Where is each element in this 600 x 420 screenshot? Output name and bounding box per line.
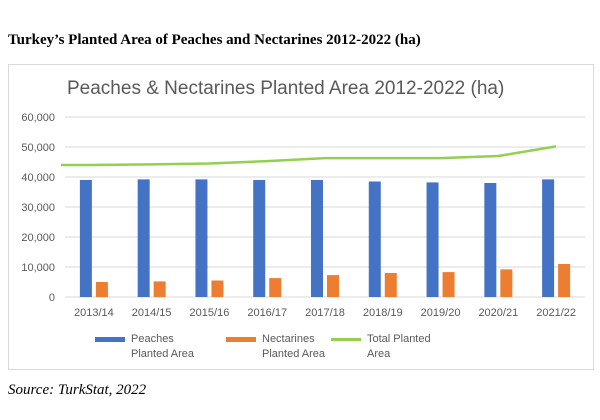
legend-label-total: Total Planted Area xyxy=(367,333,431,360)
x-tick-label: 2019/20 xyxy=(421,307,461,319)
series-line-total xyxy=(61,145,557,167)
x-tick-label: 2014/15 xyxy=(132,307,172,319)
x-tick-label: 2017/18 xyxy=(305,307,345,319)
x-tick-label: 2016/17 xyxy=(247,307,287,319)
chart-title: Peaches & Nectarines Planted Area 2012-2… xyxy=(67,78,505,99)
x-tick-label: 2021/22 xyxy=(536,307,576,319)
source-note: Source: TurkStat, 2022 xyxy=(8,382,147,398)
bar-nectarines xyxy=(95,282,108,297)
chart-plot: 0 10,000 20,000 30,000 40,000 50,000 60,000 201… xyxy=(21,112,585,319)
bar-peaches xyxy=(368,181,381,297)
bar-nectarines xyxy=(442,272,455,297)
y-tick-label: 40,000 xyxy=(21,172,55,184)
bar-peaches xyxy=(426,182,439,297)
bar-peaches xyxy=(253,180,266,297)
bar-nectarines xyxy=(500,269,513,297)
bar-peaches xyxy=(195,179,208,297)
x-tick-label: 2015/16 xyxy=(190,307,230,319)
bar-peaches xyxy=(137,179,150,297)
bar-nectarines xyxy=(384,273,397,297)
bar-peaches xyxy=(484,183,497,297)
y-tick-label: 30,000 xyxy=(21,202,55,214)
x-tick-label: 2020/21 xyxy=(478,307,518,319)
chart-container: Peaches & Nectarines Planted Area 2012-2… xyxy=(8,64,594,370)
document-title: Turkey’s Planted Area of Peaches and Nec… xyxy=(8,32,421,48)
legend-label-peaches: Peaches Planted Area xyxy=(131,333,194,360)
bar-peaches xyxy=(79,180,92,297)
y-tick-label: 20,000 xyxy=(21,232,55,244)
y-tick-label: 10,000 xyxy=(21,262,55,274)
legend-swatch-total xyxy=(331,338,361,341)
bar-nectarines xyxy=(211,280,224,297)
bar-nectarines xyxy=(153,281,166,297)
y-tick-label: 50,000 xyxy=(21,142,55,154)
x-tick-label: 2013/14 xyxy=(74,307,114,319)
y-tick-label: 0 xyxy=(49,292,55,304)
bar-nectarines xyxy=(327,275,339,297)
legend-swatch-nectarines xyxy=(226,337,256,342)
bar-nectarines xyxy=(269,278,282,297)
bar-peaches xyxy=(542,179,555,297)
legend-label-nectarines: Nectarines Planted Area xyxy=(262,333,325,360)
legend-swatch-peaches xyxy=(95,337,125,342)
x-tick-label: 2018/19 xyxy=(363,307,403,319)
bar-peaches xyxy=(311,180,323,297)
y-tick-label: 60,000 xyxy=(21,112,55,124)
bar-nectarines xyxy=(558,264,571,297)
